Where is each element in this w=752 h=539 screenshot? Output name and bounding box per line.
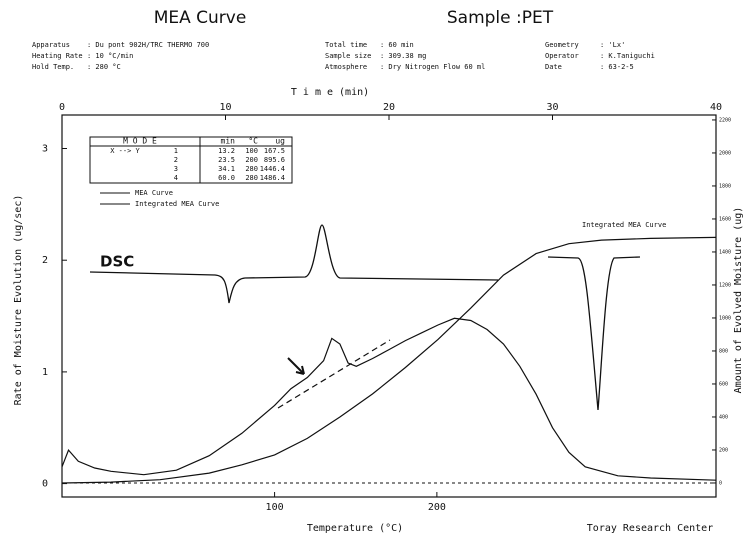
- y2-tick-label: 200: [719, 447, 728, 453]
- table-cell: 4: [174, 174, 178, 182]
- table-subheader: X --> Y: [110, 147, 140, 155]
- info-key: Date: [545, 63, 562, 71]
- table-cell: 1: [174, 147, 178, 155]
- table-cell: 100: [245, 147, 258, 155]
- legend-label: Integrated MEA Curve: [135, 200, 219, 208]
- y2-tick-label: 1800: [719, 183, 731, 189]
- info-key: Hold Temp.: [32, 63, 74, 71]
- annotation: Integrated MEA Curve: [582, 221, 666, 229]
- table-cell: 200: [245, 156, 258, 164]
- info-value: : K.Taniguchi: [600, 52, 655, 60]
- arrow: [287, 357, 305, 375]
- info-key: Geometry: [545, 41, 579, 49]
- x2-tick-label: 200: [428, 502, 446, 513]
- x-tick-label: 40: [710, 102, 722, 113]
- y2-tick-label: 400: [719, 414, 728, 420]
- x-tick-label: 10: [219, 102, 231, 113]
- y-tick-label: 2: [42, 255, 48, 266]
- y2-tick-label: 2000: [719, 150, 731, 156]
- info-value: : 280 °C: [87, 63, 121, 71]
- credit: Toray Research Center: [587, 523, 713, 534]
- dsc-curve: [547, 256, 641, 411]
- y-tick-label: 0: [42, 479, 48, 490]
- info-key: Apparatus: [32, 41, 70, 49]
- x-axis-title: T i m e (min): [291, 87, 369, 98]
- table-cell: 895.6: [264, 156, 285, 164]
- y2-tick-label: 1200: [719, 282, 731, 288]
- info-value: : Dry Nitrogen Flow 60 ml: [380, 63, 485, 71]
- info-key: Atmosphere: [325, 63, 367, 71]
- table-cell: 2: [174, 156, 178, 164]
- table-cell: 60.0: [218, 174, 235, 182]
- y2-tick-label: 1000: [719, 315, 731, 321]
- y-axis-title: Rate of Moisture Evolution (ug/sec): [13, 195, 24, 406]
- x2-axis-title: Temperature (°C): [307, 523, 403, 534]
- table-cell: 280: [245, 165, 258, 173]
- table-header: M O D E: [123, 137, 157, 146]
- table-cell: 1486.4: [260, 174, 285, 182]
- sample-title: Sample :PET: [447, 8, 554, 28]
- table-cell: 23.5: [218, 156, 235, 164]
- mode-table: [89, 136, 293, 184]
- info-key: Heating Rate: [32, 52, 83, 60]
- baseline: [277, 339, 391, 409]
- info-value: : 309.38 mg: [380, 52, 426, 60]
- info-key: Operator: [545, 52, 579, 60]
- y2-tick-label: 2200: [719, 117, 731, 123]
- y2-tick-label: 600: [719, 381, 728, 387]
- table-header: °C: [248, 137, 258, 146]
- dsc-label: DSC: [100, 253, 134, 271]
- info-value: : 'Lx': [600, 41, 625, 49]
- data-line: [61, 317, 717, 481]
- info-value: : 60 min: [380, 41, 414, 49]
- chart-title: MEA Curve: [154, 8, 247, 28]
- x2-tick-label: 100: [266, 502, 284, 513]
- legend-label: MEA Curve: [135, 189, 173, 197]
- y2-axis-title: Amount of Evolved Moisture (ug): [733, 207, 744, 394]
- y2-tick-label: 1600: [719, 216, 731, 222]
- table-cell: 13.2: [218, 147, 235, 155]
- info-value: : 63-2-5: [600, 63, 634, 71]
- y2-tick-label: 1400: [719, 249, 731, 255]
- table-frame: [89, 136, 293, 184]
- table-cell: 167.5: [264, 147, 285, 155]
- y-tick-label: 1: [42, 367, 48, 378]
- table-header: ug: [275, 137, 285, 146]
- x-tick-label: 20: [383, 102, 395, 113]
- info-key: Total time: [325, 41, 367, 49]
- info-value: : 10 °C/min: [87, 52, 133, 60]
- table-cell: 1446.4: [260, 165, 285, 173]
- info-key: Sample size: [325, 52, 371, 60]
- y-tick-label: 3: [42, 144, 48, 155]
- x-tick-label: 30: [546, 102, 558, 113]
- y2-tick-label: 800: [719, 348, 728, 354]
- plot-frame: [61, 114, 717, 498]
- y2-tick-label: 0: [719, 480, 722, 486]
- data-line: [61, 236, 717, 484]
- dsc-curve: [89, 224, 499, 304]
- table-cell: 34.1: [218, 165, 235, 173]
- info-value: : Du pont 902H/TRC THERMO 700: [87, 41, 209, 49]
- table-cell: 3: [174, 165, 178, 173]
- table-cell: 280: [245, 174, 258, 182]
- table-header: min: [221, 137, 236, 146]
- x-tick-label: 0: [59, 102, 65, 113]
